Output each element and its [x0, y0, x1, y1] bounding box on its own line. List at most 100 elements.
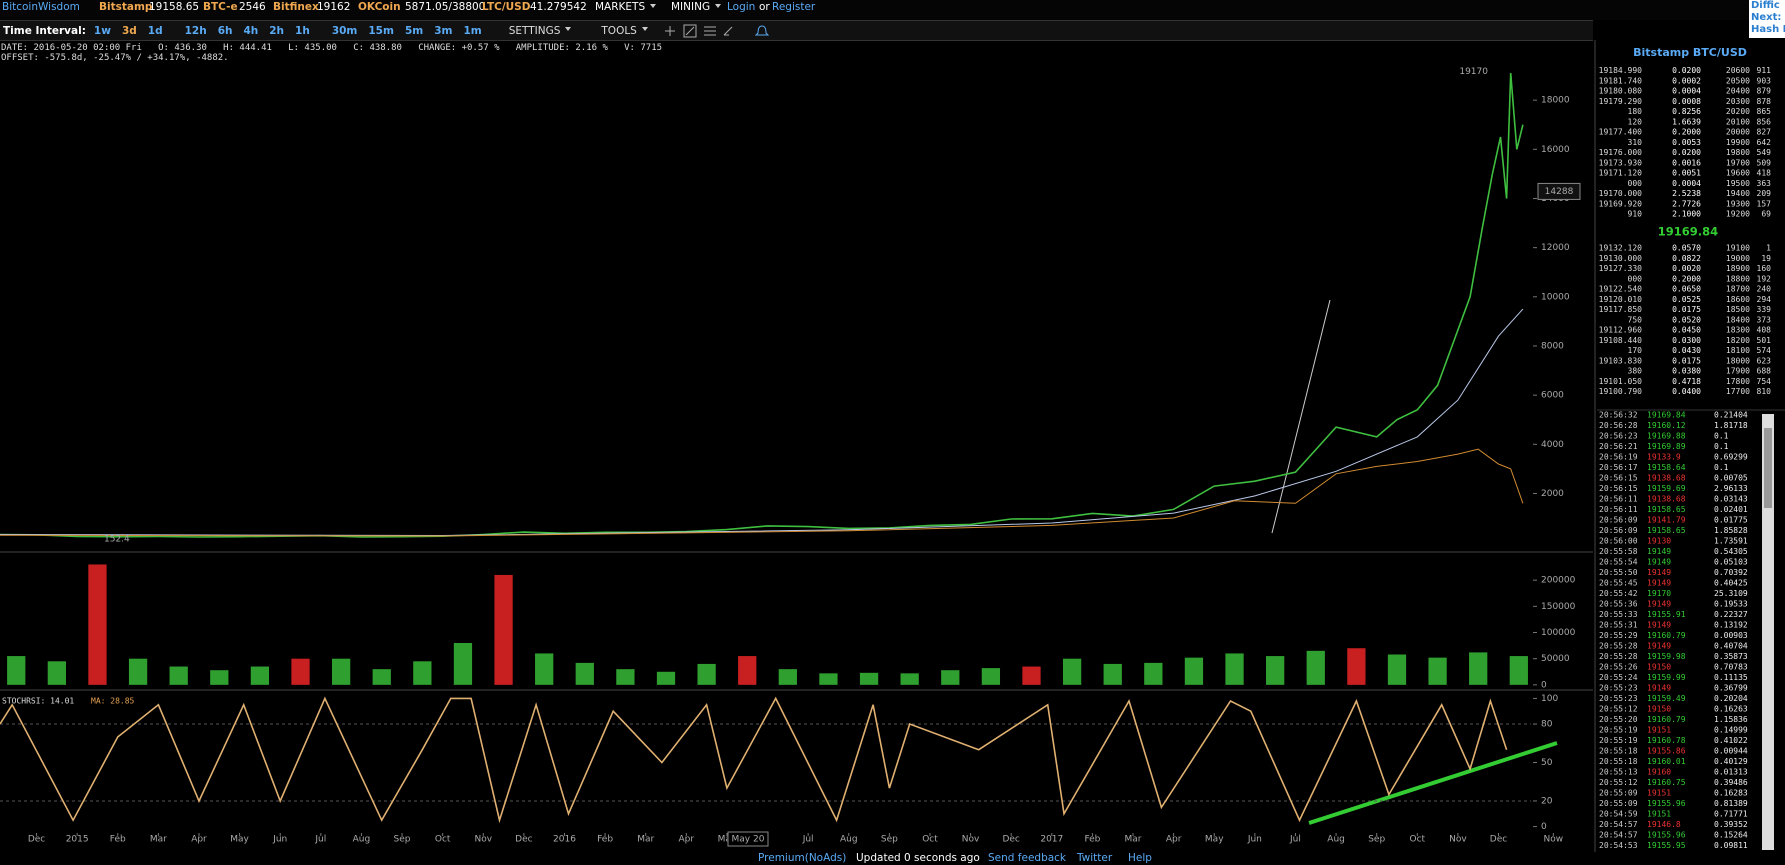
x-tick-label: 2017	[1040, 835, 1063, 845]
ticker-name[interactable]: LTC/USD	[482, 1, 531, 13]
book-cell: 911	[1757, 66, 1772, 75]
x-tick-label: Oct	[922, 835, 938, 845]
trade-time: 20:54:57	[1599, 831, 1638, 840]
x-tick-label: Mar	[150, 835, 167, 845]
trade-time: 20:55:24	[1599, 673, 1638, 682]
ticker-price: 19158.65	[149, 1, 200, 13]
info-line: DATE: 2016-05-20 02:00 Fri O: 436.30 H: …	[1, 43, 663, 53]
book-cell: 000	[1628, 179, 1643, 188]
trade-amount: 0.19533	[1714, 600, 1748, 609]
trade-time: 20:55:13	[1599, 768, 1638, 777]
y-tick-label: 100000	[1541, 628, 1576, 638]
y-tick-label: 200000	[1541, 576, 1576, 586]
ticker-name[interactable]: BTC-e	[203, 1, 238, 13]
interval-button[interactable]: 15m	[368, 24, 394, 37]
footer-link[interactable]: Send feedback	[988, 852, 1067, 864]
trade-price: 19130	[1647, 537, 1671, 546]
volume-bar	[981, 668, 1001, 685]
side-line: Next:	[1751, 12, 1782, 23]
volume-bar	[494, 574, 513, 685]
book-cell: 20000	[1726, 128, 1750, 137]
ticker-name[interactable]: OKCoin	[358, 1, 401, 13]
book-cell: 180	[1628, 107, 1643, 116]
interval-button[interactable]: 1m	[463, 24, 482, 37]
interval-button[interactable]: 3m	[434, 24, 453, 37]
interval-button[interactable]: 2h	[269, 24, 285, 37]
trade-amount: 0.01313	[1714, 768, 1748, 777]
book-cell: 380	[1628, 367, 1643, 376]
book-cell: 2.1000	[1672, 210, 1701, 219]
trade-price: 19159.99	[1647, 673, 1686, 682]
interval-button[interactable]: 30m	[331, 24, 358, 37]
footer-link[interactable]: Help	[1128, 852, 1152, 864]
interval-button[interactable]: 1d	[147, 24, 163, 37]
trade-time: 20:56:09	[1599, 516, 1638, 525]
volume-bar	[210, 670, 229, 685]
trade-amount: 0.1	[1714, 442, 1729, 451]
interval-button[interactable]: 1w	[93, 24, 111, 37]
volume-bar	[535, 653, 554, 685]
scrollbar[interactable]	[1762, 414, 1774, 850]
book-cell: 20100	[1726, 117, 1750, 126]
x-tick-label: Nov	[474, 835, 492, 845]
trade-amount: 0.39486	[1714, 778, 1748, 787]
settings-menu[interactable]: SETTINGS	[509, 25, 572, 37]
book-cell: 20500	[1726, 76, 1750, 85]
trade-price: 19160	[1647, 768, 1671, 777]
trade-time: 20:55:23	[1599, 694, 1638, 703]
interval-button[interactable]: 4h	[243, 24, 259, 37]
footer-link[interactable]: Twitter	[1077, 852, 1113, 864]
ticker-name[interactable]: Bitstamp	[99, 1, 153, 13]
interval-list: 1w 3d 1d 12h 6h 4h 2h 1h 30m 15m 5m 3m 1m	[94, 25, 493, 37]
y-tick-label: 2000	[1541, 489, 1564, 499]
footer-link[interactable]: Premium(NoAds)	[758, 852, 847, 864]
volume-bar	[1184, 657, 1204, 685]
trade-price: 19169.89	[1647, 442, 1686, 451]
volume-bar	[738, 656, 757, 685]
interval-button[interactable]: 6h	[217, 24, 233, 37]
book-cell: 19800	[1726, 148, 1750, 157]
volume-bar	[616, 669, 635, 685]
footer-status: Updated 0 seconds ago	[856, 852, 980, 864]
side-line: Diffic	[1751, 0, 1780, 11]
trade-price: 19151	[1647, 789, 1671, 798]
x-tick-label: Apr	[1166, 835, 1182, 845]
book-cell: 0.0520	[1672, 315, 1701, 324]
menu[interactable]: MARKETS	[595, 1, 656, 13]
trade-amount: 0.81389	[1714, 799, 1748, 808]
book-cell: 408	[1757, 326, 1772, 335]
login-link[interactable]: Login	[727, 1, 756, 13]
register-link[interactable]: Register	[772, 1, 816, 13]
x-tick-label: Feb	[110, 835, 126, 845]
book-cell: 19169.920	[1599, 199, 1643, 208]
x-tick-label: Dec	[515, 835, 532, 845]
scrollbar-thumb[interactable]	[1764, 428, 1772, 508]
interval-button[interactable]: 1h	[295, 24, 310, 37]
trade-price: 19133.9	[1647, 453, 1681, 462]
trade-amount: 0.71771	[1714, 810, 1748, 819]
indicator-ma: MA: 28.85	[91, 697, 135, 706]
book-cell: 310	[1628, 138, 1643, 147]
book-cell: 501	[1757, 336, 1772, 345]
interval-button[interactable]: 12h	[184, 24, 207, 37]
book-cell: 17700	[1726, 387, 1750, 396]
book-cell: 0.0051	[1672, 169, 1701, 178]
brand[interactable]: BitcoinWisdom	[2, 1, 80, 13]
y-tick-label: 150000	[1541, 602, 1576, 612]
book-cell: 19173.930	[1599, 158, 1643, 167]
book-cell: 1.6639	[1672, 117, 1701, 126]
x-tick-label: May	[718, 835, 737, 845]
interval-button[interactable]: 3d	[121, 24, 137, 37]
interval-button[interactable]: 5m	[404, 24, 424, 37]
tool-icons[interactable]	[662, 23, 782, 39]
trade-amount: 0.54305	[1714, 547, 1748, 556]
book-cell: 19180.080	[1599, 87, 1643, 96]
volume-bar	[859, 672, 879, 685]
book-cell: 20600	[1726, 66, 1750, 75]
x-tick-label: Dec	[1490, 835, 1507, 845]
trade-time: 20:54:57	[1599, 820, 1638, 829]
tools-menu[interactable]: TOOLS	[601, 25, 647, 37]
volume-bar	[291, 658, 310, 685]
menu[interactable]: MINING	[671, 1, 721, 13]
ticker-name[interactable]: Bitfinex	[273, 1, 319, 13]
